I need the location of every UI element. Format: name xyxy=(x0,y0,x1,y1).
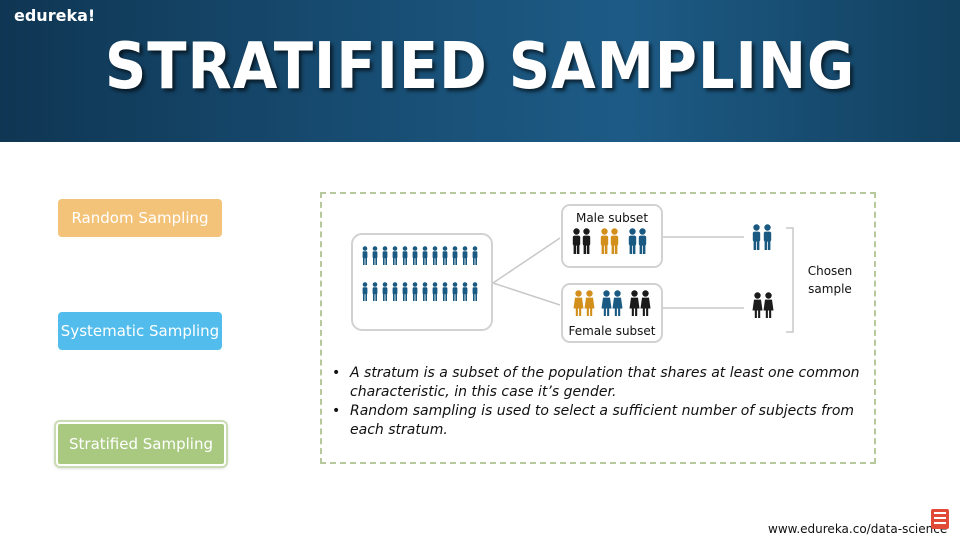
chosen-male-icons xyxy=(752,224,772,250)
male-subset-label: Male subset xyxy=(576,211,648,225)
chosen-bracket xyxy=(786,227,794,333)
header-banner: edureka! STRATIFIED SAMPLING xyxy=(0,0,960,142)
subscribe-icon[interactable] xyxy=(931,509,949,529)
content-panel xyxy=(320,192,876,464)
stratified-diagram: Male subset Female subset Chosen sample xyxy=(351,204,853,343)
page-title: STRATIFIED SAMPLING xyxy=(104,30,856,104)
bullet-item: Random sampling is used to select a suff… xyxy=(330,402,870,440)
sample-label: sample xyxy=(808,282,852,296)
bullet-item: A stratum is a subset of the population … xyxy=(330,364,870,402)
chosen-female-icons xyxy=(752,292,774,318)
stratified-sampling-button[interactable]: Stratified Sampling xyxy=(56,422,226,466)
footer-url[interactable]: www.edureka.co/data-science xyxy=(768,522,948,536)
random-sampling-button[interactable]: Random Sampling xyxy=(58,199,222,237)
female-subset-label: Female subset xyxy=(568,324,655,338)
arrow-to-female xyxy=(492,282,561,306)
chosen-label: Chosen xyxy=(808,264,853,278)
brand-logo: edureka! xyxy=(14,6,96,25)
explanation-list: A stratum is a subset of the population … xyxy=(330,364,870,440)
arrow-to-male xyxy=(492,237,561,284)
systematic-sampling-button[interactable]: Systematic Sampling xyxy=(58,312,222,350)
